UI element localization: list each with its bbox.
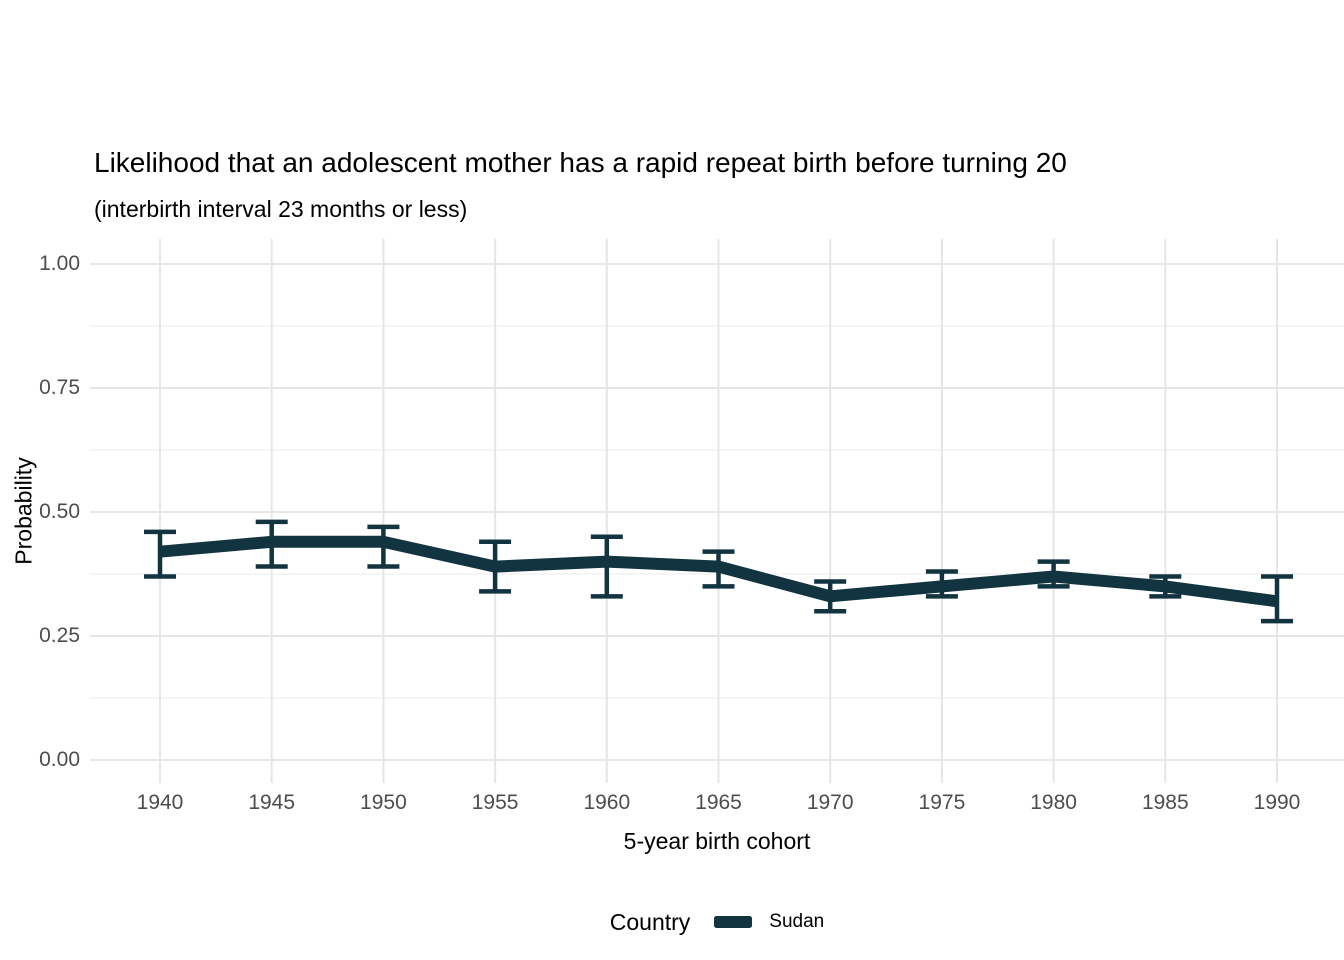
x-tick-label: 1980 xyxy=(1030,791,1077,814)
y-tick-label: 0.50 xyxy=(39,500,80,523)
y-tick-label: 1.00 xyxy=(39,252,80,275)
x-tick-label: 1990 xyxy=(1253,791,1301,814)
legend-line-swatch xyxy=(714,916,753,928)
x-tick-label: 1975 xyxy=(918,791,966,814)
chart-title: Likelihood that an adolescent mother has… xyxy=(94,147,1067,178)
x-tick-label: 1960 xyxy=(583,791,631,814)
y-tick-label: 0.75 xyxy=(39,376,80,399)
x-tick-label: 1985 xyxy=(1141,791,1189,814)
y-tick-label: 0.00 xyxy=(39,748,80,771)
series-line-sudan xyxy=(159,535,1278,608)
x-axis-title: 5-year birth cohort xyxy=(623,828,811,854)
x-tick-label: 1965 xyxy=(695,791,742,814)
legend: Country Sudan xyxy=(90,902,1344,942)
legend-title: Country xyxy=(609,908,691,935)
x-tick-label: 1945 xyxy=(248,791,296,814)
x-tick-label: 1950 xyxy=(360,791,407,814)
chart-subtitle: (interbirth interval 23 months or less) xyxy=(94,196,468,222)
legend-item-label: Sudan xyxy=(769,911,825,932)
x-tick-label: 1955 xyxy=(471,791,519,814)
y-tick-label: 0.25 xyxy=(39,624,80,647)
x-tick-label: 1940 xyxy=(136,791,184,814)
x-tick-label: 1970 xyxy=(806,791,854,814)
